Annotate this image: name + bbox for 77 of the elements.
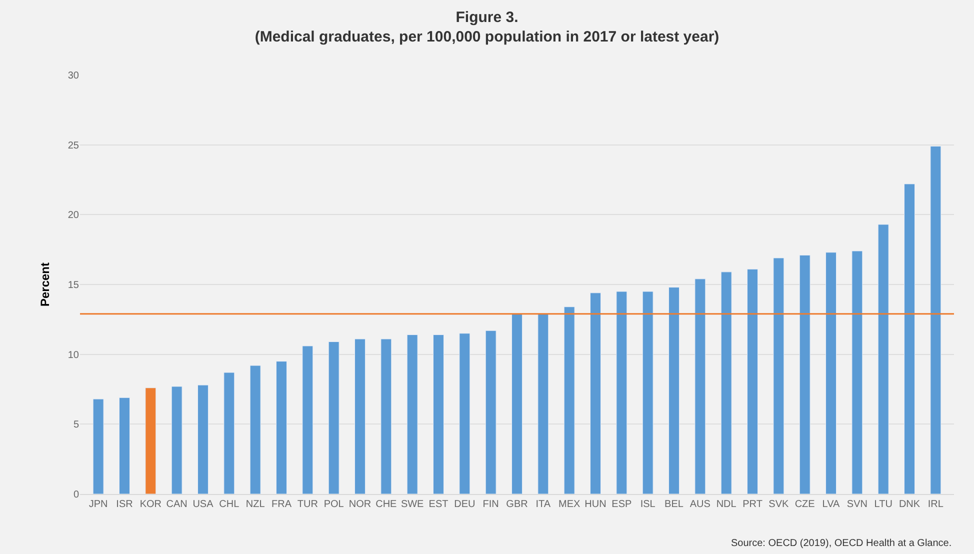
- x-tick-label: POL: [324, 499, 344, 510]
- bar: [773, 258, 784, 494]
- x-tick-label: NZL: [246, 499, 266, 510]
- x-tick-label: CHE: [376, 499, 398, 510]
- bar: [171, 386, 182, 494]
- bar: [198, 384, 208, 494]
- bar: [642, 291, 654, 494]
- x-tick-label: ESP: [612, 499, 632, 510]
- x-tick-label: DNK: [898, 499, 920, 510]
- y-tick-label: 20: [68, 210, 80, 222]
- x-tick-label: SVN: [846, 499, 868, 510]
- x-tick-label: SVK: [768, 499, 790, 510]
- bar: [616, 291, 628, 494]
- x-tick-label: PRT: [742, 499, 762, 510]
- bar: [433, 334, 444, 494]
- x-tick-label: IRL: [928, 499, 944, 510]
- x-tick-label: EST: [428, 499, 448, 510]
- bar: [538, 314, 549, 494]
- x-tick-label: FIN: [482, 499, 499, 510]
- y-tick-label: 0: [73, 490, 80, 500]
- bar: [852, 250, 863, 494]
- y-tick-label: 25: [68, 140, 80, 152]
- x-tick-label: DEU: [454, 499, 476, 510]
- chart-subtitle: (Medical graduates, per 100,000 population in 2017 or latest year): [254, 28, 720, 46]
- bar: [878, 224, 889, 494]
- bar: [564, 306, 575, 494]
- x-tick-label: CZE: [794, 499, 816, 510]
- x-tick-label: ISR: [116, 499, 133, 510]
- x-tick-label: HUN: [584, 499, 606, 510]
- bar: [747, 268, 758, 494]
- x-tick-label: LTU: [874, 499, 892, 510]
- bar: [485, 330, 496, 494]
- y-tick-label: 15: [68, 280, 80, 291]
- bar: [302, 346, 314, 494]
- bar: [328, 342, 340, 494]
- bar: [904, 184, 915, 494]
- x-tick-label: JPN: [88, 499, 108, 510]
- x-tick-label: NOR: [348, 499, 372, 510]
- x-tick-label: KOR: [140, 499, 162, 510]
- bar: [590, 292, 601, 494]
- bar: [720, 272, 732, 494]
- x-tick-label: LVA: [822, 499, 840, 510]
- x-tick-label: GBR: [506, 499, 528, 510]
- x-tick-label: TUR: [297, 499, 318, 510]
- x-tick-label: CAN: [166, 499, 188, 510]
- x-tick-label: MEX: [558, 499, 581, 510]
- x-tick-label: CHL: [219, 499, 240, 510]
- source-note: Source: OECD (2019), OECD Health at a Glance.: [731, 538, 952, 549]
- y-tick-label: 30: [68, 70, 80, 82]
- x-tick-label: SWE: [400, 499, 424, 510]
- x-tick-label: USA: [192, 499, 214, 510]
- bar: [250, 365, 261, 494]
- y-tick-label: 5: [73, 420, 80, 431]
- bar: [119, 397, 130, 494]
- x-tick-label: ISL: [640, 499, 656, 510]
- x-tick-label: NDL: [716, 499, 737, 510]
- bar: [799, 254, 810, 494]
- x-tick-label: ITA: [536, 499, 551, 510]
- bar: [459, 333, 470, 494]
- y-axis-title: Percent: [38, 262, 52, 307]
- bar: [145, 388, 156, 494]
- bar: [930, 146, 942, 494]
- bar: [380, 338, 392, 494]
- bar: [354, 338, 366, 494]
- bar: [406, 334, 418, 494]
- bar: [512, 314, 522, 494]
- bar: [92, 398, 104, 494]
- chart-title: Figure 3.: [456, 9, 518, 26]
- bar: [694, 278, 706, 494]
- bar: [668, 287, 680, 494]
- x-tick-label: AUS: [690, 499, 711, 510]
- bar: [826, 252, 836, 494]
- x-tick-label: FRA: [271, 499, 292, 510]
- x-tick-label: BEL: [664, 499, 684, 510]
- y-tick-label: 10: [68, 350, 80, 361]
- bar: [224, 372, 235, 494]
- bar: [276, 361, 287, 494]
